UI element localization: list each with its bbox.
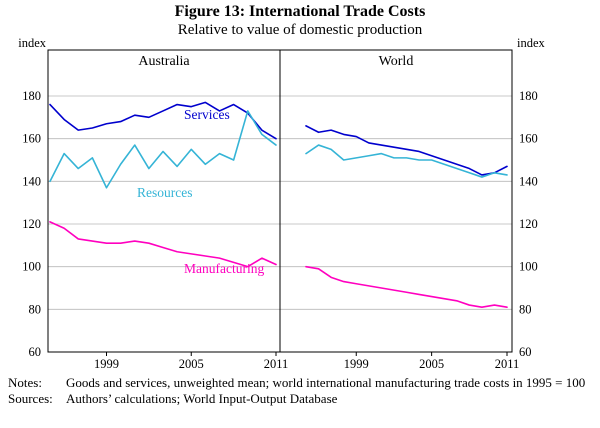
svg-text:80: 80 bbox=[29, 302, 42, 316]
svg-text:80: 80 bbox=[519, 302, 532, 316]
svg-text:1999: 1999 bbox=[94, 357, 119, 371]
notes-row: Notes: Goods and services, unweighted me… bbox=[8, 375, 596, 391]
svg-text:160: 160 bbox=[519, 132, 538, 146]
figure-title: Figure 13: International Trade Costs bbox=[174, 3, 426, 20]
svg-text:60: 60 bbox=[29, 345, 42, 359]
svg-text:160: 160 bbox=[22, 132, 41, 146]
svg-text:120: 120 bbox=[22, 217, 41, 231]
svg-text:2005: 2005 bbox=[179, 357, 204, 371]
svg-text:140: 140 bbox=[22, 174, 41, 188]
svg-text:2011: 2011 bbox=[264, 357, 289, 371]
sources-label: Sources: bbox=[8, 391, 53, 407]
svg-text:180: 180 bbox=[22, 89, 41, 103]
svg-text:140: 140 bbox=[519, 174, 538, 188]
svg-text:2005: 2005 bbox=[419, 357, 444, 371]
panel-title-australia: Australia bbox=[138, 54, 190, 69]
svg-text:60: 60 bbox=[519, 345, 532, 359]
figure-subtitle: Relative to value of domestic production bbox=[177, 22, 423, 38]
svg-text:2011: 2011 bbox=[495, 357, 520, 371]
svg-text:100: 100 bbox=[22, 260, 41, 274]
y-axis-unit-right: index bbox=[517, 36, 545, 50]
series-label-manufacturing: Manufacturing bbox=[184, 261, 265, 276]
notes-label: Notes: bbox=[8, 375, 42, 390]
notes-text: Goods and services, unweighted mean; wor… bbox=[66, 375, 586, 390]
svg-text:180: 180 bbox=[519, 89, 538, 103]
panel-title-world: World bbox=[378, 54, 414, 69]
sources-text: Authors’ calculations; World Input-Outpu… bbox=[66, 391, 338, 407]
series-label-resources: Resources bbox=[137, 185, 193, 200]
svg-text:1999: 1999 bbox=[344, 357, 369, 371]
y-axis-unit-left: index bbox=[18, 36, 46, 50]
footnotes: Notes: Goods and services, unweighted me… bbox=[8, 375, 596, 408]
sources-row: Sources: Authors’ calculations; World In… bbox=[8, 391, 596, 407]
svg-text:100: 100 bbox=[519, 260, 538, 274]
series-label-services: Services bbox=[184, 107, 230, 122]
svg-text:120: 120 bbox=[519, 217, 538, 231]
